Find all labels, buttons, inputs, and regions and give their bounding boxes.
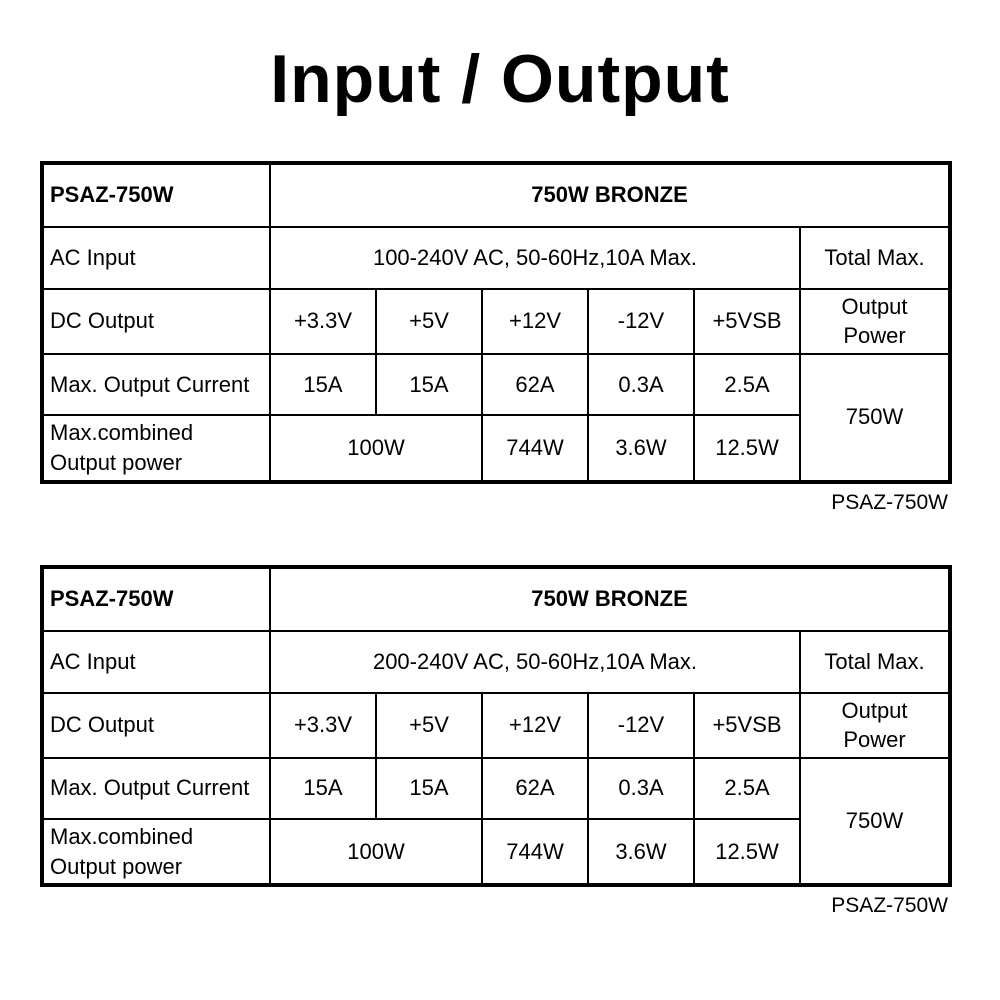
table-row: AC Input 200-240V AC, 50-60Hz,10A Max. T…: [41, 629, 952, 694]
combined-power-value: 12.5W: [693, 414, 801, 483]
table-row: AC Input 100-240V AC, 50-60Hz,10A Max. T…: [41, 225, 952, 290]
rail-header: -12V: [587, 691, 695, 759]
combined-power-value: 3.6W: [587, 817, 695, 887]
table-row: PSAZ-750W 750W BRONZE: [41, 161, 952, 228]
combined-power-value: 100W: [269, 414, 483, 483]
series-title-cell: 750W BRONZE: [268, 565, 952, 632]
table-row: Max. Output Current 15A 15A 62A 0.3A 2.5…: [41, 756, 952, 887]
model-cell: PSAZ-750W: [41, 565, 271, 632]
rail-header: +5VSB: [693, 691, 801, 759]
combined-power-label: Max.combined Output power: [41, 414, 271, 483]
dc-output-label: DC Output: [41, 691, 271, 759]
rail-header: +5VSB: [693, 287, 801, 356]
rail-header: +12V: [481, 691, 589, 759]
max-current-label: Max. Output Current: [41, 353, 271, 417]
max-current-value: 2.5A: [693, 756, 801, 820]
total-max-label: Total Max.: [798, 225, 952, 290]
rail-header: +5V: [375, 287, 483, 356]
combined-power-value: 100W: [269, 817, 483, 887]
max-current-value: 15A: [269, 353, 377, 417]
total-power-value: 750W: [798, 353, 952, 483]
max-current-value: 62A: [481, 756, 589, 820]
max-current-value: 2.5A: [693, 353, 801, 417]
table-row: DC Output +3.3V +5V +12V -12V +5VSB Outp…: [41, 691, 952, 759]
series-title-cell: 750W BRONZE: [268, 161, 952, 228]
model-cell: PSAZ-750W: [41, 161, 271, 228]
ac-input-value: 200-240V AC, 50-60Hz,10A Max.: [269, 629, 801, 694]
ac-input-label: AC Input: [41, 225, 271, 290]
page-title: Input / Output: [270, 41, 730, 117]
rail-header: +3.3V: [269, 287, 377, 356]
max-current-value: 62A: [481, 353, 589, 417]
table-row: Max.combined Output power 100W 744W 3.6W…: [41, 414, 950, 483]
total-max-label: Total Max.: [798, 629, 952, 694]
content-area: PSAZ-750W 750W BRONZE AC Input 100-240V …: [40, 160, 953, 919]
combined-power-value: 744W: [481, 817, 589, 887]
table-row: PSAZ-750W 750W BRONZE: [41, 565, 952, 632]
max-current-value: 0.3A: [587, 353, 695, 417]
output-power-label: Output Power: [798, 287, 952, 356]
output-power-label: Output Power: [798, 691, 952, 759]
ac-input-value: 100-240V AC, 50-60Hz,10A Max.: [269, 225, 801, 290]
spec-table-200-240v: PSAZ-750W 750W BRONZE AC Input 200-240V …: [40, 564, 953, 888]
max-current-label: Max. Output Current: [41, 756, 271, 820]
rail-header: -12V: [587, 287, 695, 356]
table-row: Max.combined Output power 100W 744W 3.6W…: [41, 817, 950, 887]
combined-power-value: 744W: [481, 414, 589, 483]
ac-input-label: AC Input: [41, 629, 271, 694]
max-current-value: 15A: [375, 756, 483, 820]
table-row: Max. Output Current 15A 15A 62A 0.3A 2.5…: [41, 353, 952, 483]
total-power-value: 750W: [798, 756, 952, 887]
dc-output-label: DC Output: [41, 287, 271, 356]
combined-power-value: 3.6W: [587, 414, 695, 483]
table-caption: PSAZ-750W: [831, 490, 948, 514]
rail-header: +3.3V: [269, 691, 377, 759]
max-current-value: 0.3A: [587, 756, 695, 820]
rail-header: +5V: [375, 691, 483, 759]
table-caption: PSAZ-750W: [831, 894, 948, 918]
combined-power-value: 12.5W: [693, 817, 801, 887]
max-current-value: 15A: [375, 353, 483, 417]
max-current-value: 15A: [269, 756, 377, 820]
spec-table-100-240v: PSAZ-750W 750W BRONZE AC Input 100-240V …: [40, 160, 953, 484]
table-row: DC Output +3.3V +5V +12V -12V +5VSB Outp…: [41, 287, 952, 356]
combined-power-label: Max.combined Output power: [41, 817, 271, 887]
rail-header: +12V: [481, 287, 589, 356]
